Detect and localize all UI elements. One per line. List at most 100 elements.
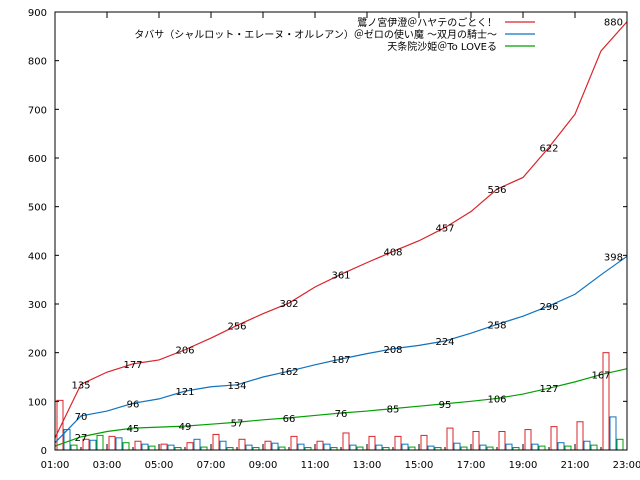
bar <box>576 421 584 451</box>
bar <box>375 444 383 451</box>
bar <box>186 442 194 451</box>
x-tick-label: 11:00 <box>301 460 330 471</box>
bar <box>134 440 142 451</box>
bar <box>479 444 487 451</box>
data-label: 302 <box>279 299 298 310</box>
data-label: 296 <box>539 302 558 313</box>
bar <box>394 435 402 451</box>
bar <box>505 443 513 451</box>
data-label: 134 <box>227 381 246 392</box>
bar <box>602 352 610 451</box>
data-label: 398 <box>604 252 623 263</box>
bar <box>245 444 253 451</box>
bar <box>96 434 104 451</box>
series-line <box>54 21 628 439</box>
bar <box>427 445 435 451</box>
bar <box>108 435 116 451</box>
bar <box>609 416 617 451</box>
bar <box>264 440 272 451</box>
x-tick-label: 05:00 <box>145 460 174 471</box>
bar <box>323 443 331 451</box>
x-tick-label: 07:00 <box>197 460 226 471</box>
bar <box>557 442 565 451</box>
data-label: 256 <box>227 321 246 332</box>
data-label: 96 <box>127 399 140 410</box>
x-tick-label: 03:00 <box>93 460 122 471</box>
point-label-layer: 135 177 206 256 302 361 408 457 536 622 880 70 96 121… <box>71 18 623 444</box>
bar <box>141 443 149 451</box>
legend-label: 鷺ノ宮伊澄＠ハヤテのごとく！ <box>357 16 497 29</box>
data-label: 95 <box>439 400 452 411</box>
bar <box>564 445 572 451</box>
data-label: 206 <box>175 346 194 357</box>
bar <box>583 440 591 451</box>
data-label: 85 <box>387 405 400 416</box>
data-label: 361 <box>331 270 350 281</box>
y-tick-label: 700 <box>28 105 47 116</box>
data-label: 880 <box>604 18 623 29</box>
y-tick-label: 500 <box>28 203 47 214</box>
data-label: 208 <box>383 345 402 356</box>
bar <box>238 438 246 451</box>
data-label: 45 <box>127 424 140 435</box>
bar <box>524 429 532 451</box>
legend-label: タバサ（シャルロット・エレーヌ・オルレアン）＠ゼロの使い魔 ～双月の騎士～ <box>134 28 497 41</box>
x-tick-label: 17:00 <box>457 460 486 471</box>
data-label: 70 <box>75 412 88 423</box>
y-tick-label: 200 <box>28 349 47 360</box>
x-tick-label: 13:00 <box>353 460 382 471</box>
bar <box>401 443 409 451</box>
data-label: 27 <box>75 433 88 444</box>
data-label: 187 <box>331 355 350 366</box>
data-label: 258 <box>487 320 506 331</box>
y-tick-label: 0 <box>41 446 47 457</box>
bar <box>70 444 78 451</box>
data-label: 536 <box>487 185 506 196</box>
y-tick-label: 900 <box>28 8 47 19</box>
line-layer <box>54 21 628 447</box>
bar <box>193 438 201 451</box>
data-label: 224 <box>435 337 454 348</box>
bar <box>498 431 506 451</box>
data-label: 457 <box>435 224 454 235</box>
data-label: 66 <box>283 414 296 425</box>
data-label: 622 <box>539 143 558 154</box>
data-label: 162 <box>279 367 298 378</box>
bar <box>368 435 376 451</box>
bar <box>89 439 97 451</box>
axes-layer: 0 100 200 300 400 500 600 700 800 900 01:00 03:00 05… <box>28 8 640 471</box>
data-label: 121 <box>175 387 194 398</box>
bar <box>316 440 324 451</box>
bar <box>56 399 64 451</box>
x-tick-label: 23:00 <box>613 460 640 471</box>
y-tick-label: 100 <box>28 397 47 408</box>
bar <box>420 434 428 451</box>
x-tick-label: 01:00 <box>41 460 70 471</box>
bar <box>290 435 298 451</box>
data-label: 408 <box>383 247 402 258</box>
data-label: 106 <box>487 394 506 405</box>
x-tick-label: 15:00 <box>405 460 434 471</box>
legend: 鷺ノ宮伊澄＠ハヤテのごとく！タバサ（シャルロット・エレーヌ・オルレアン）＠ゼロの… <box>134 16 535 53</box>
bar <box>342 432 350 451</box>
bar <box>271 442 279 451</box>
y-tick-label: 300 <box>28 300 47 311</box>
bar <box>590 444 598 451</box>
y-tick-label: 800 <box>28 57 47 68</box>
x-tick-label: 19:00 <box>509 460 538 471</box>
x-tick-label: 21:00 <box>561 460 590 471</box>
bar <box>167 444 175 451</box>
bar <box>160 443 168 451</box>
data-label: 167 <box>591 371 610 382</box>
bar <box>616 438 624 451</box>
data-label: 76 <box>335 409 348 420</box>
bar <box>531 443 539 451</box>
bar <box>122 442 130 451</box>
series-line <box>54 255 628 444</box>
bar <box>453 442 461 451</box>
data-label: 57 <box>231 418 244 429</box>
y-tick-label: 400 <box>28 251 47 262</box>
bar <box>472 431 480 451</box>
bar <box>446 427 454 451</box>
